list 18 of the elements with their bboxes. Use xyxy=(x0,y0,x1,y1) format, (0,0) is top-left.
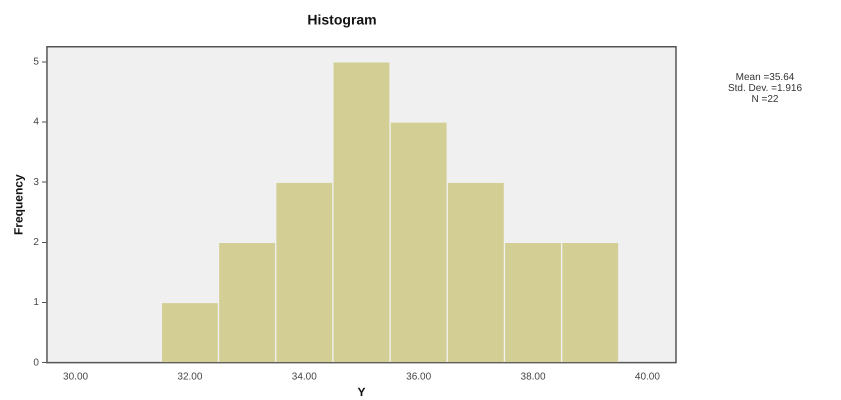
x-tick-label: 32.00 xyxy=(177,371,203,382)
x-tick-label: 36.00 xyxy=(406,371,432,382)
y-tick-label: 5 xyxy=(33,56,40,68)
x-tick-label: 40.00 xyxy=(634,371,660,382)
x-axis-title: Y xyxy=(357,385,366,400)
y-tick-label: 3 xyxy=(33,176,40,188)
y-axis-title: Frequency xyxy=(12,174,26,236)
y-tick-label: 4 xyxy=(33,116,40,128)
text: Std. Dev. =1.916 xyxy=(726,83,804,94)
y-tick-label: 0 xyxy=(33,357,40,368)
x-tick-label: 34.00 xyxy=(292,371,318,382)
chart-title: Histogram xyxy=(307,11,377,28)
text: Mean =35.64 xyxy=(734,72,796,83)
x-tick-label: 30.00 xyxy=(63,371,88,382)
x-tick-label: 38.00 xyxy=(520,371,546,382)
text: N =22 xyxy=(750,94,780,105)
y-tick-label: 1 xyxy=(33,297,40,308)
y-tick-label: 2 xyxy=(33,237,40,248)
